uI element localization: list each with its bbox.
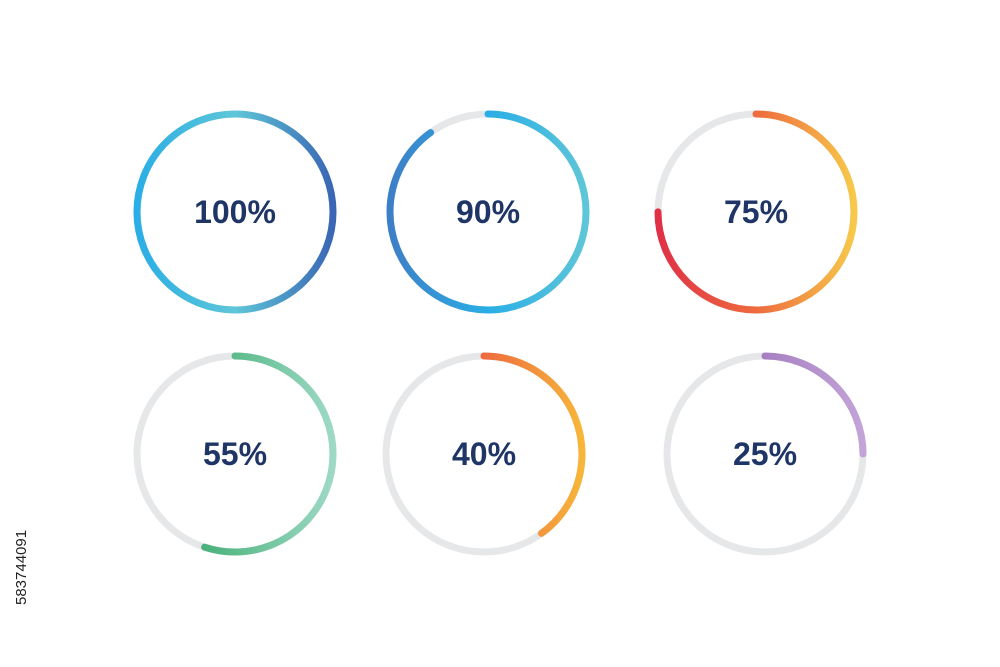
progress-ring: 75% [654,110,858,314]
progress-ring: 55% [133,352,337,556]
progress-ring-arc [654,110,858,314]
progress-percent-label: 75% [724,194,788,230]
progress-ring-arc [133,352,337,556]
progress-percent-label: 100% [194,194,276,230]
progress-ring: 100% [133,110,337,314]
progress-ring-arc [386,110,590,314]
progress-percent-label: 25% [733,436,797,472]
progress-ring-arc [382,352,586,556]
progress-ring-arc [663,352,867,556]
progress-percent-label: 90% [456,194,520,230]
progress-ring: 90% [386,110,590,314]
stock-id-watermark: 583744091 [13,530,30,605]
progress-ring: 40% [382,352,586,556]
progress-percent-label: 55% [203,436,267,472]
stock-id-text: 583744091 [13,530,30,605]
progress-percent-label: 40% [452,436,516,472]
progress-ring: 25% [663,352,867,556]
progress-ring-arc [133,110,337,314]
